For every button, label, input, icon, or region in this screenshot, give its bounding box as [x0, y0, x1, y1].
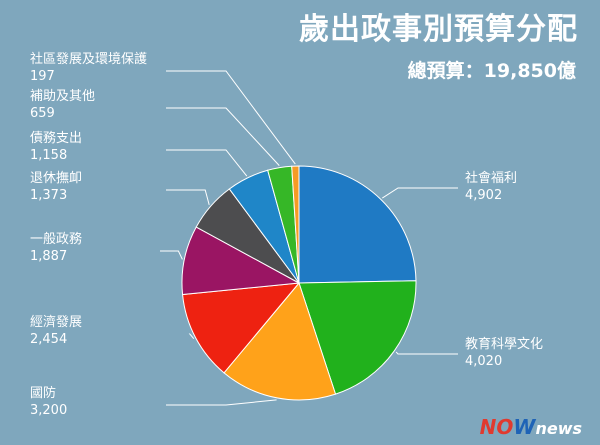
total-budget-value: 19,850億 — [483, 60, 576, 82]
leader-line — [166, 70, 296, 165]
leader-line — [382, 187, 458, 199]
leader-line — [160, 250, 183, 260]
leader-line — [166, 149, 248, 177]
pie-slice — [223, 281, 337, 401]
slice-label: 經濟發展 — [30, 314, 82, 330]
total-budget-label: 總預算： — [407, 60, 484, 82]
slice-label: 教育科學文化 — [465, 336, 543, 352]
pie-slice — [298, 280, 417, 395]
slice-value-label: 2,454 — [30, 332, 67, 347]
nownews-logo: NOWnews — [480, 415, 582, 439]
slice-label: 社區發展及環境保護 — [30, 51, 147, 67]
leader-line — [166, 399, 277, 406]
pie-slice — [182, 282, 301, 374]
pie-slice — [298, 165, 417, 284]
slice-label: 一般政務 — [30, 231, 82, 247]
slice-value-label: 4,020 — [465, 354, 502, 369]
slice-label: 退休撫卹 — [30, 171, 82, 186]
slice-label: 社會福利 — [465, 170, 517, 186]
logo-letter-n: N — [479, 415, 497, 439]
slice-label: 債務支出 — [30, 131, 82, 146]
slice-label: 國防 — [30, 385, 56, 401]
leader-line — [188, 333, 195, 340]
slice-value-label: 1,887 — [30, 249, 67, 264]
logo-news: news — [535, 419, 582, 438]
slice-value-label: 4,902 — [465, 188, 502, 203]
pie-slice — [291, 165, 300, 284]
slice-value-label: 1,373 — [30, 188, 67, 203]
chart-title: 歲出政事別預算分配 — [299, 12, 578, 47]
leader-line — [166, 107, 280, 166]
slice-value-label: 1,158 — [30, 148, 67, 163]
leader-line — [395, 351, 458, 355]
slice-value-label: 659 — [30, 106, 55, 121]
slice-value-label: 3,200 — [30, 403, 67, 418]
leader-line — [166, 189, 210, 206]
slice-label: 補助及其他 — [30, 89, 95, 104]
logo-letter-w: W — [513, 415, 536, 439]
total-budget: 總預算：19,850億 — [408, 56, 576, 83]
slice-value-label: 197 — [30, 69, 55, 84]
logo-letter-o: O — [496, 415, 514, 439]
